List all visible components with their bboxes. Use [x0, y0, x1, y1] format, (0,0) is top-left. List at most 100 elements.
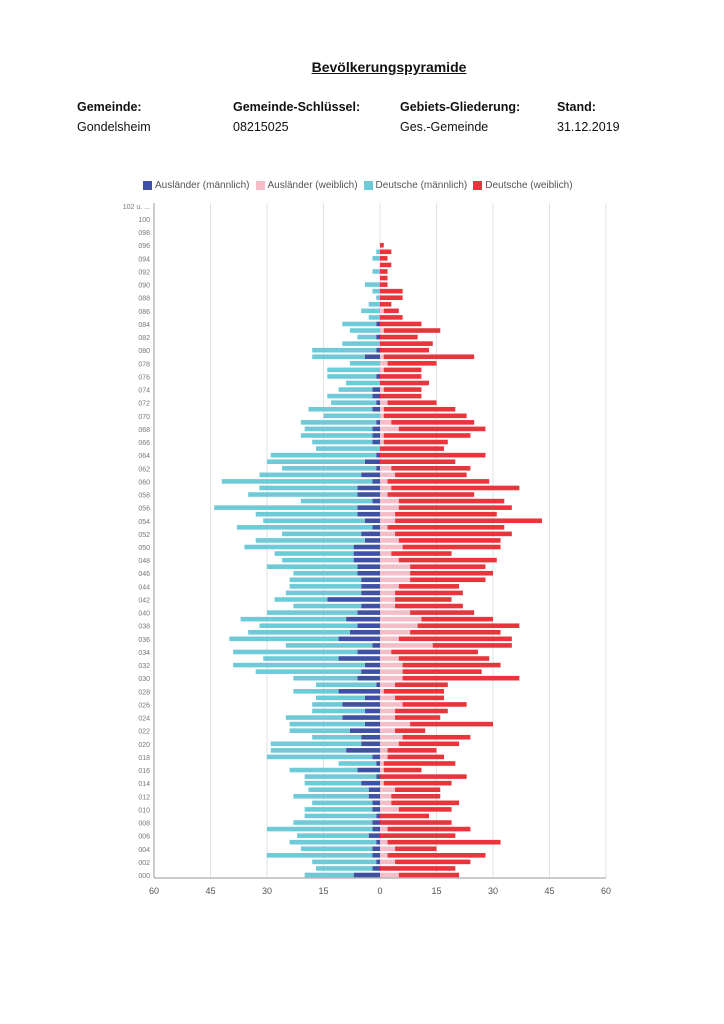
bar-auslaender-weiblich [380, 354, 384, 360]
bar-deutsche-weiblich [380, 459, 456, 465]
bar-deutsche-maennlich [267, 853, 373, 858]
bar-deutsche-maennlich [274, 551, 354, 556]
bar-deutsche-maennlich [236, 525, 373, 530]
bar-deutsche-maennlich [289, 728, 350, 733]
bar-deutsche-weiblich [380, 833, 456, 838]
bar-deutsche-maennlich [300, 498, 373, 504]
legend-item-deutsche-weiblich[interactable]: Deutsche (weiblich) [473, 180, 573, 191]
y-tick-label: 030 [138, 676, 150, 683]
bar-deutsche-weiblich [380, 866, 456, 871]
bar-deutsche-weiblich [398, 557, 497, 563]
bar-auslaender-maennlich [361, 741, 380, 747]
bar-deutsche-maennlich [297, 833, 369, 838]
bar-auslaender-weiblich [380, 420, 392, 425]
bar-deutsche-maennlich [368, 301, 380, 307]
bar-deutsche-maennlich [342, 321, 377, 327]
info-value: 08215025 [233, 120, 289, 134]
bar-deutsche-maennlich [289, 839, 377, 845]
bar-deutsche-maennlich [327, 393, 373, 399]
y-tick-label: 070 [138, 414, 150, 421]
bar-deutsche-weiblich [383, 328, 441, 333]
bar-deutsche-weiblich [395, 518, 542, 524]
bar-deutsche-maennlich [255, 538, 365, 543]
bar-deutsche-maennlich [289, 721, 365, 727]
bar-auslaender-maennlich [349, 728, 380, 733]
bar-auslaender-weiblich [380, 551, 392, 556]
legend-item-deutsche-maennlich[interactable]: Deutsche (männlich) [363, 180, 467, 191]
info-value: Gondelsheim [77, 120, 151, 134]
y-tick-label: 028 [138, 689, 150, 696]
bar-deutsche-weiblich [387, 492, 475, 497]
bar-deutsche-weiblich [398, 505, 512, 510]
bar-deutsche-weiblich [421, 616, 493, 622]
y-tick-label: 012 [138, 794, 150, 801]
bar-deutsche-maennlich [221, 479, 373, 484]
bar-deutsche-maennlich [267, 826, 373, 832]
bar-deutsche-weiblich [391, 420, 475, 425]
bar-auslaender-maennlich [372, 754, 380, 760]
bar-deutsche-weiblich [387, 400, 437, 405]
bar-deutsche-maennlich [259, 485, 358, 491]
bar-auslaender-weiblich [380, 669, 403, 674]
bar-auslaender-maennlich [376, 465, 380, 471]
bar-deutsche-weiblich [398, 872, 460, 878]
bar-deutsche-weiblich [380, 282, 388, 287]
y-tick-label: 060 [138, 479, 150, 486]
y-tick-label: 086 [138, 309, 150, 316]
y-tick-label: 100 [138, 217, 150, 224]
bar-auslaender-weiblich [380, 584, 399, 589]
y-tick-label: 006 [138, 834, 150, 841]
bar-deutsche-weiblich [387, 361, 437, 366]
bar-deutsche-weiblich [383, 308, 399, 314]
bar-deutsche-weiblich [380, 452, 486, 458]
y-tick-label: 082 [138, 335, 150, 342]
bar-deutsche-maennlich [293, 820, 373, 825]
bar-auslaender-weiblich [380, 603, 396, 609]
bar-deutsche-weiblich [398, 807, 452, 812]
bar-deutsche-maennlich [304, 807, 373, 812]
bar-auslaender-maennlich [376, 682, 380, 688]
bar-auslaender-weiblich [380, 590, 396, 596]
bar-auslaender-weiblich [380, 780, 384, 786]
bar-deutsche-weiblich [387, 754, 445, 760]
bar-auslaender-maennlich [364, 662, 380, 668]
bar-deutsche-maennlich [312, 702, 343, 707]
bar-auslaender-maennlich [376, 374, 380, 379]
bar-deutsche-maennlich [214, 505, 358, 510]
bar-auslaender-weiblich [380, 616, 422, 622]
bar-deutsche-maennlich [289, 767, 358, 773]
bar-deutsche-weiblich [380, 393, 422, 399]
bar-deutsche-maennlich [293, 570, 358, 576]
bar-deutsche-weiblich [395, 715, 441, 720]
bar-deutsche-maennlich [372, 269, 380, 274]
bar-auslaender-weiblich [380, 400, 388, 405]
bar-deutsche-weiblich [380, 301, 392, 307]
bar-deutsche-maennlich [263, 518, 365, 524]
bar-auslaender-weiblich [380, 511, 396, 517]
bar-auslaender-weiblich [380, 846, 396, 852]
legend-item-auslaender-weiblich[interactable]: Ausländer (weiblich) [255, 180, 358, 191]
y-tick-label: 076 [138, 374, 150, 381]
bar-auslaender-maennlich [361, 780, 380, 786]
bar-deutsche-maennlich [259, 623, 358, 629]
bar-deutsche-maennlich [255, 669, 362, 674]
bar-deutsche-weiblich [398, 741, 460, 747]
bar-auslaender-maennlich [368, 833, 380, 838]
y-tick-label: 046 [138, 571, 150, 578]
bar-deutsche-maennlich [361, 308, 380, 314]
bar-deutsche-maennlich [285, 643, 373, 648]
y-tick-label: 066 [138, 440, 150, 447]
bar-deutsche-maennlich [342, 341, 380, 346]
bar-deutsche-maennlich [338, 387, 373, 392]
bar-auslaender-maennlich [342, 715, 380, 720]
bar-deutsche-maennlich [315, 682, 377, 688]
legend-item-auslaender-maennlich[interactable]: Ausländer (männlich) [143, 180, 250, 191]
bar-deutsche-weiblich [380, 774, 467, 779]
bar-deutsche-weiblich [383, 367, 422, 373]
bar-deutsche-weiblich [417, 623, 520, 629]
y-tick-label: 026 [138, 702, 150, 709]
bar-deutsche-maennlich [315, 695, 365, 701]
bar-deutsche-maennlich [248, 629, 350, 635]
bar-auslaender-maennlich [372, 387, 380, 392]
bar-deutsche-maennlich [368, 315, 380, 320]
